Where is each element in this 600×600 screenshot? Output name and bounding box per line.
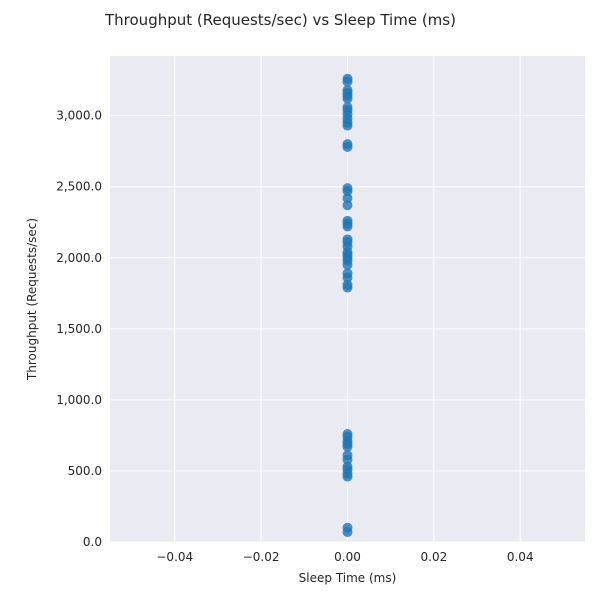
chart-title: Throughput (Requests/sec) vs Sleep Time … (104, 11, 456, 29)
y-tick-label: 500.0 (68, 464, 102, 478)
data-point (342, 215, 353, 226)
x-axis-ticks: −0.04 −0.02 0.00 0.02 0.04 (156, 550, 533, 564)
y-tick-label: 1,000.0 (56, 393, 102, 407)
y-tick-label: 1,500.0 (56, 322, 102, 336)
y-axis-ticks: 0.0 500.0 1,000.0 1,500.0 2,000.0 2,500.0 3,00… (56, 109, 102, 549)
data-point (342, 183, 353, 194)
data-points (342, 73, 353, 538)
x-tick-label: 0.02 (421, 550, 448, 564)
y-tick-label: 2,000.0 (56, 251, 102, 265)
x-tick-label: −0.04 (156, 550, 193, 564)
data-point (342, 268, 353, 279)
x-tick-label: −0.02 (243, 550, 280, 564)
data-point (342, 429, 353, 439)
data-point (342, 193, 353, 204)
data-point (342, 200, 353, 211)
data-point (342, 85, 353, 96)
y-tick-label: 2,500.0 (56, 180, 102, 194)
data-point (342, 102, 353, 113)
data-point (342, 279, 353, 290)
y-tick-label: 3,000.0 (56, 109, 102, 123)
data-point (342, 234, 353, 245)
y-tick-label: 0.0 (83, 535, 102, 549)
x-axis-label: Sleep Time (ms) (299, 571, 397, 585)
data-point (342, 522, 353, 533)
x-tick-label: 0.00 (334, 550, 361, 564)
y-axis-label: Throughput (Requests/sec) (25, 218, 39, 381)
data-point (342, 73, 353, 84)
x-tick-label: 0.04 (507, 550, 534, 564)
data-point (342, 461, 353, 472)
data-point (342, 450, 353, 461)
data-point (342, 139, 353, 150)
